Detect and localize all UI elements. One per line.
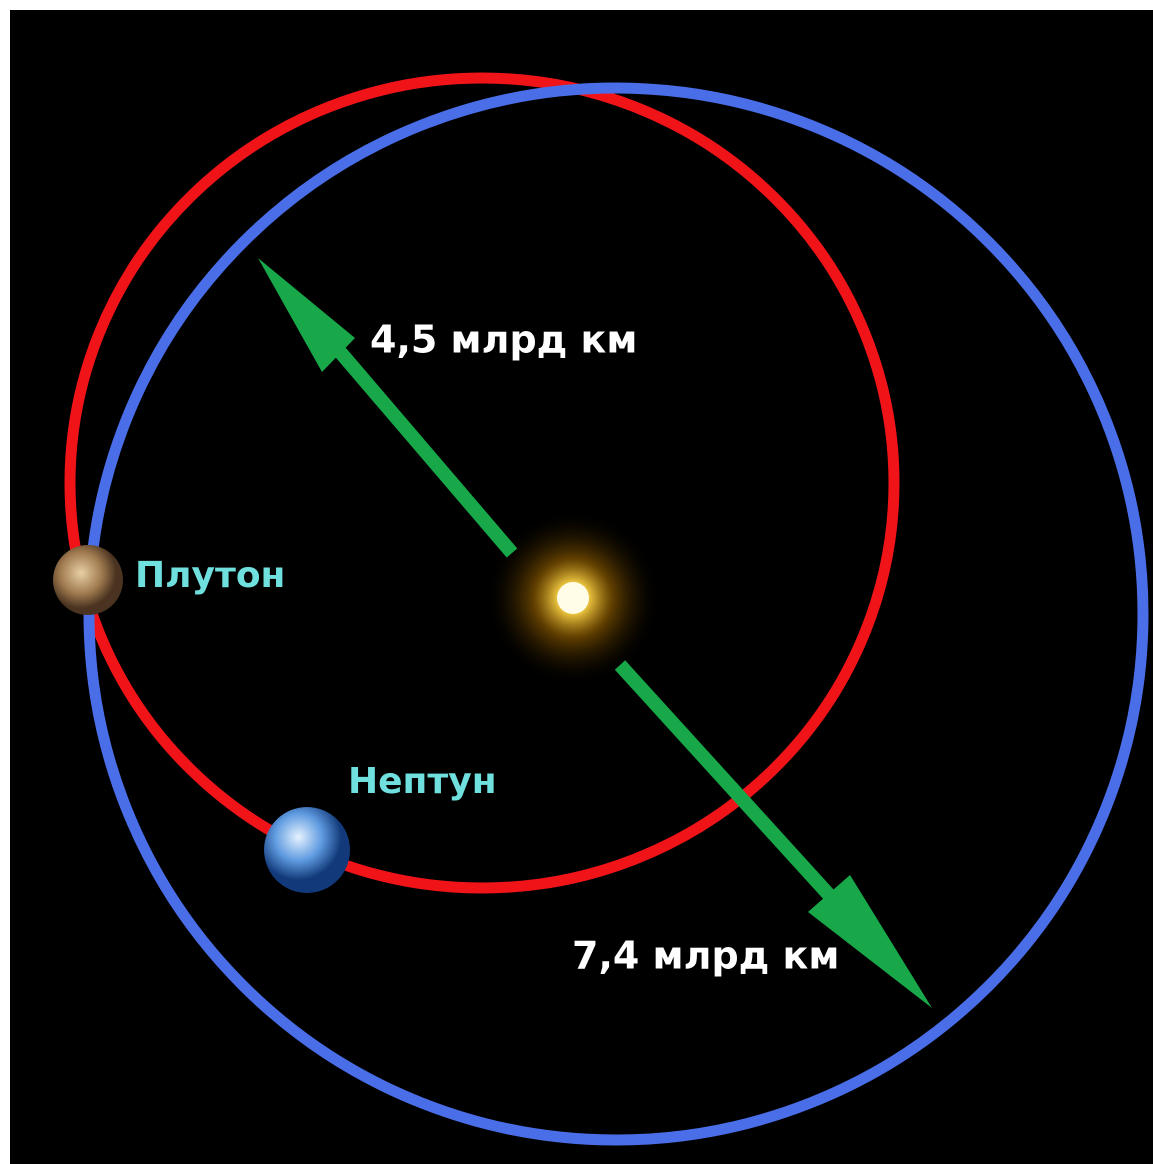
neptune <box>264 807 350 893</box>
sun <box>557 582 589 614</box>
planet-label: Нептун <box>348 761 497 802</box>
page: 4,5 млрд км 7,4 млрд км Плутон Нептун ((… <box>0 0 1153 1164</box>
planet-label: Плутон <box>135 555 285 596</box>
distance-label: 7,4 млрд км <box>572 934 839 978</box>
distance-label: 4,5 млрд км <box>370 318 637 362</box>
diagram: 4,5 млрд км 7,4 млрд км Плутон Нептун <box>0 0 1153 1164</box>
pluto <box>53 545 123 615</box>
